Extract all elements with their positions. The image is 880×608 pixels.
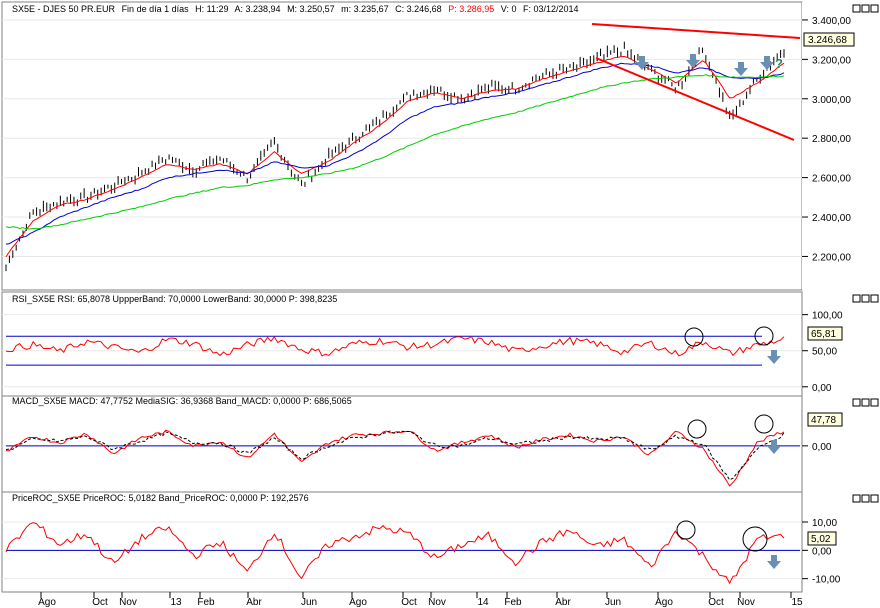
roc-circle-marker bbox=[676, 520, 696, 540]
last-price-box bbox=[803, 32, 855, 47]
x-tick-label: Ago bbox=[349, 597, 367, 608]
macd-last-label: 47,78 bbox=[811, 415, 836, 426]
roc-ytick-label: -10,00 bbox=[812, 575, 841, 586]
minimize-icon bbox=[852, 294, 861, 303]
ma-slow-line bbox=[5, 74, 785, 230]
x-tick-label: Feb bbox=[504, 597, 522, 608]
rsi-circle-marker bbox=[754, 326, 774, 346]
rsi-ytick-label: 100,00 bbox=[812, 311, 843, 322]
lower-trend-line bbox=[595, 57, 795, 141]
macd-panel-controls[interactable] bbox=[852, 398, 879, 407]
down-arrow-icon bbox=[760, 56, 774, 70]
down-arrow-icon bbox=[635, 56, 649, 70]
x-tick-label: Nov bbox=[737, 597, 755, 608]
x-tick-label: 15 bbox=[791, 597, 803, 608]
maximize-icon bbox=[861, 294, 870, 303]
macd-down-arrow-icon bbox=[767, 440, 781, 454]
rsi-ytick-label: 0,00 bbox=[812, 383, 832, 394]
down-arrow-icon bbox=[734, 62, 748, 76]
price-ytick-label: 2.600,00 bbox=[812, 174, 851, 185]
price-ytick-label: 3.200,00 bbox=[812, 55, 851, 66]
roc-panel-controls[interactable] bbox=[852, 494, 879, 503]
x-tick-label: Jun bbox=[301, 597, 317, 608]
price-down-arrows bbox=[635, 54, 774, 76]
roc-panel: PriceROC_SX5E PriceROC: 5,0182 Band_Pric… bbox=[1, 491, 879, 593]
price-ytick-label: 3.000,00 bbox=[812, 95, 851, 106]
close-icon bbox=[870, 294, 879, 303]
roc-circle-marker bbox=[742, 526, 768, 552]
ma-mid-line bbox=[5, 62, 785, 245]
x-tick-label: Jun bbox=[605, 597, 621, 608]
rsi-header: RSI_SX5E RSI: 65,8078 UppperBand: 70,000… bbox=[12, 294, 337, 304]
minimize-icon bbox=[852, 398, 861, 407]
price-ytick-label: 3.400,00 bbox=[812, 16, 851, 27]
maximize-icon bbox=[861, 4, 870, 13]
rsi-ytick-label: 50,00 bbox=[812, 347, 837, 358]
close-icon bbox=[870, 398, 879, 407]
x-tick-label: Ago bbox=[38, 597, 56, 608]
x-axis: Ago Oct Nov 13 Feb Abr Jun Ago Oct Nov 14 Feb Abr Jun… bbox=[2, 591, 803, 608]
x-tick-label: Oct bbox=[708, 597, 724, 608]
roc-last-label: 5,02 bbox=[811, 534, 831, 545]
minimize-icon bbox=[852, 4, 861, 13]
macd-series-0 bbox=[5, 429, 785, 487]
macd-last-box bbox=[807, 412, 843, 427]
macd-header: MACD_SX5E MACD: 47,7752 MediaSIG: 36,936… bbox=[12, 396, 352, 406]
price-header: SX5E - DJES 50 PR.EUR Fin de día 1 días … bbox=[12, 4, 579, 14]
roc-ytick-label: 0,00 bbox=[812, 546, 832, 557]
macd-circle-marker bbox=[687, 419, 707, 439]
x-tick-label: Nov bbox=[119, 597, 137, 608]
roc-ytick-label: 10,00 bbox=[812, 518, 837, 529]
price-ytick-label: 2.200,00 bbox=[812, 252, 851, 263]
close-icon bbox=[870, 4, 879, 13]
x-tick-label: 14 bbox=[477, 597, 489, 608]
roc-series-0 bbox=[5, 522, 785, 585]
rsi-last-box bbox=[807, 326, 843, 341]
minimize-icon bbox=[852, 494, 861, 503]
macd-ytick-label: 0,00 bbox=[812, 442, 832, 453]
price-ytick-label: 2.800,00 bbox=[812, 134, 851, 145]
upper-trend-line bbox=[591, 23, 801, 39]
macd-panel: MACD_SX5E MACD: 47,7752 MediaSIG: 36,936… bbox=[1, 395, 879, 493]
down-arrow-icon bbox=[686, 54, 700, 68]
price-ytick-label: 2.400,00 bbox=[812, 213, 851, 224]
rsi-series-0 bbox=[5, 335, 785, 357]
price-panel: SX5E - DJES 50 PR.EUR Fin de día 1 días … bbox=[1, 1, 879, 291]
x-tick-label: Oct bbox=[92, 597, 108, 608]
rsi-panel: RSI_SX5E RSI: 65,8078 UppperBand: 70,000… bbox=[1, 291, 879, 397]
roc-down-arrow-icon bbox=[767, 555, 781, 569]
x-tick-label: Abr bbox=[246, 597, 262, 608]
panel-controls[interactable] bbox=[852, 4, 879, 13]
close-icon bbox=[870, 494, 879, 503]
roc-last-box bbox=[807, 531, 837, 546]
rsi-panel-controls[interactable] bbox=[852, 294, 879, 303]
rsi-down-arrow-icon bbox=[767, 350, 781, 364]
maximize-icon bbox=[861, 398, 870, 407]
macd-series-1 bbox=[5, 430, 785, 481]
maximize-icon bbox=[861, 494, 870, 503]
last-price-label: 3.246,68 bbox=[808, 35, 847, 46]
x-tick-label: Feb bbox=[197, 597, 215, 608]
x-tick-label: Nov bbox=[428, 597, 446, 608]
rsi-last-label: 65,81 bbox=[811, 329, 836, 340]
question-mark-annotation: ? bbox=[775, 56, 783, 71]
rsi-circle-marker bbox=[684, 327, 704, 347]
roc-header: PriceROC_SX5E PriceROC: 5,0182 Band_Pric… bbox=[12, 493, 309, 503]
x-tick-label: Oct bbox=[401, 597, 417, 608]
x-tick-label: 13 bbox=[170, 597, 182, 608]
x-tick-label: Abr bbox=[555, 597, 571, 608]
ma-fast-line bbox=[5, 55, 785, 258]
x-tick-label: Ago bbox=[655, 597, 673, 608]
macd-circle-marker bbox=[754, 414, 774, 434]
